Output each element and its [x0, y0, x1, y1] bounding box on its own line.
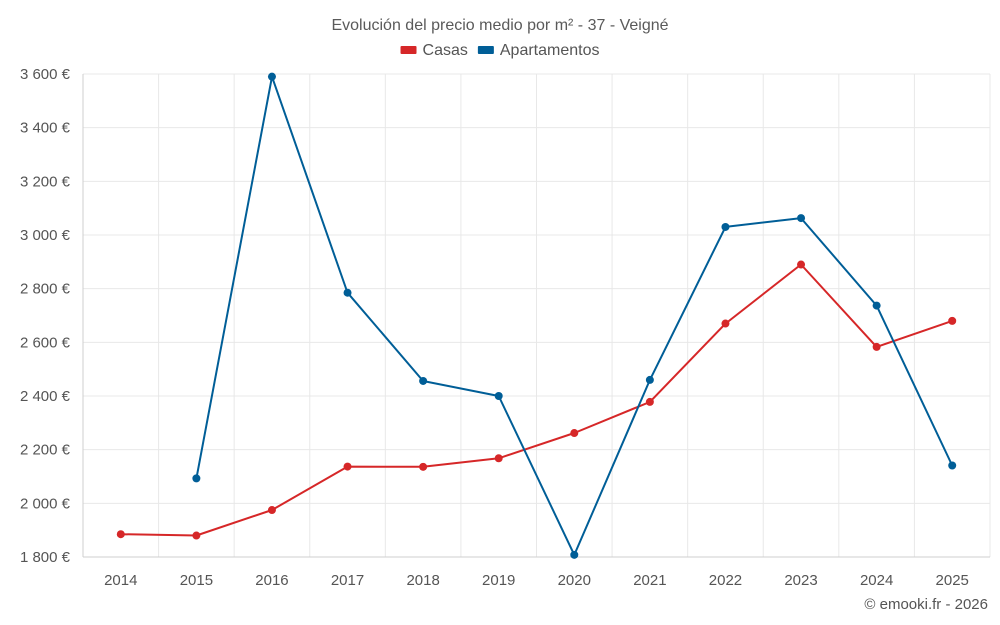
series-layer: [116, 72, 957, 559]
series-casas: [116, 260, 957, 540]
y-tick-label: 1 800 €: [20, 549, 71, 566]
data-point-apartamentos[interactable]: [267, 72, 276, 81]
data-point-apartamentos[interactable]: [192, 474, 201, 483]
y-tick-label: 2 200 €: [20, 442, 71, 459]
x-tick-label: 2016: [255, 572, 288, 589]
series-apartamentos: [192, 72, 957, 559]
x-tick-label: 2015: [180, 572, 213, 589]
series-line-casas: [120, 263, 953, 537]
y-tick-label: 3 600 €: [20, 66, 71, 83]
x-tick-label: 2025: [936, 572, 969, 589]
legend-item-casas[interactable]: Casas: [400, 42, 468, 59]
data-point-casas[interactable]: [116, 530, 125, 539]
data-point-apartamentos[interactable]: [721, 222, 730, 231]
x-tick-label: 2017: [331, 572, 364, 589]
data-point-apartamentos[interactable]: [872, 301, 881, 310]
data-point-apartamentos[interactable]: [419, 376, 428, 385]
y-tick-label: 2 800 €: [20, 281, 71, 298]
y-tick-label: 3 400 €: [20, 120, 71, 137]
chart-legend[interactable]: Casas Apartamentos: [400, 42, 600, 59]
data-point-casas[interactable]: [494, 454, 503, 463]
data-point-apartamentos[interactable]: [343, 288, 352, 297]
legend-swatch: [477, 46, 494, 54]
data-point-apartamentos[interactable]: [948, 461, 957, 470]
x-tick-label: 2022: [709, 572, 742, 589]
data-point-casas[interactable]: [192, 531, 201, 540]
x-tick-label: 2023: [784, 572, 817, 589]
data-point-casas[interactable]: [267, 506, 276, 515]
data-point-casas[interactable]: [872, 342, 881, 351]
credit-text: © emooki.fr - 2026: [864, 596, 988, 613]
chart-title: Evolución del precio medio por m² - 37 -…: [331, 17, 668, 34]
y-tick-label: 2 400 €: [20, 388, 71, 405]
y-tick-label: 2 600 €: [20, 334, 71, 351]
data-point-casas[interactable]: [948, 316, 957, 325]
data-point-casas[interactable]: [645, 397, 654, 406]
x-tick-label: 2024: [860, 572, 893, 589]
data-point-casas[interactable]: [343, 462, 352, 471]
y-tick-label: 2 000 €: [20, 495, 71, 512]
data-point-apartamentos[interactable]: [797, 214, 806, 223]
legend-item-apartamentos[interactable]: Apartamentos: [477, 42, 600, 59]
x-tick-label: 2021: [633, 572, 666, 589]
y-tick-label: 3 000 €: [20, 227, 71, 244]
legend-label: Casas: [423, 42, 468, 59]
data-point-apartamentos[interactable]: [494, 392, 503, 400]
y-axis-ticks: 1 800 € 2 000 € 2 200 € 2 400 € 2 600 € 2 800…: [20, 66, 71, 566]
data-point-casas[interactable]: [570, 429, 579, 438]
data-point-apartamentos[interactable]: [570, 550, 579, 559]
y-tick-label: 3 200 €: [20, 173, 71, 190]
data-point-casas[interactable]: [419, 462, 428, 471]
legend-swatch: [400, 46, 417, 54]
data-point-casas[interactable]: [721, 319, 730, 328]
legend-label: Apartamentos: [500, 42, 600, 59]
x-axis-ticks: 2014 2015 2016 2017 2018 2019 2020 2021 2022 2023…: [104, 572, 969, 589]
data-point-casas[interactable]: [797, 260, 806, 269]
grid-lines: [82, 73, 991, 558]
x-tick-label: 2020: [558, 572, 591, 589]
x-tick-label: 2019: [482, 572, 515, 589]
x-tick-label: 2014: [104, 572, 137, 589]
data-point-apartamentos[interactable]: [645, 375, 654, 384]
x-tick-label: 2018: [406, 572, 439, 589]
